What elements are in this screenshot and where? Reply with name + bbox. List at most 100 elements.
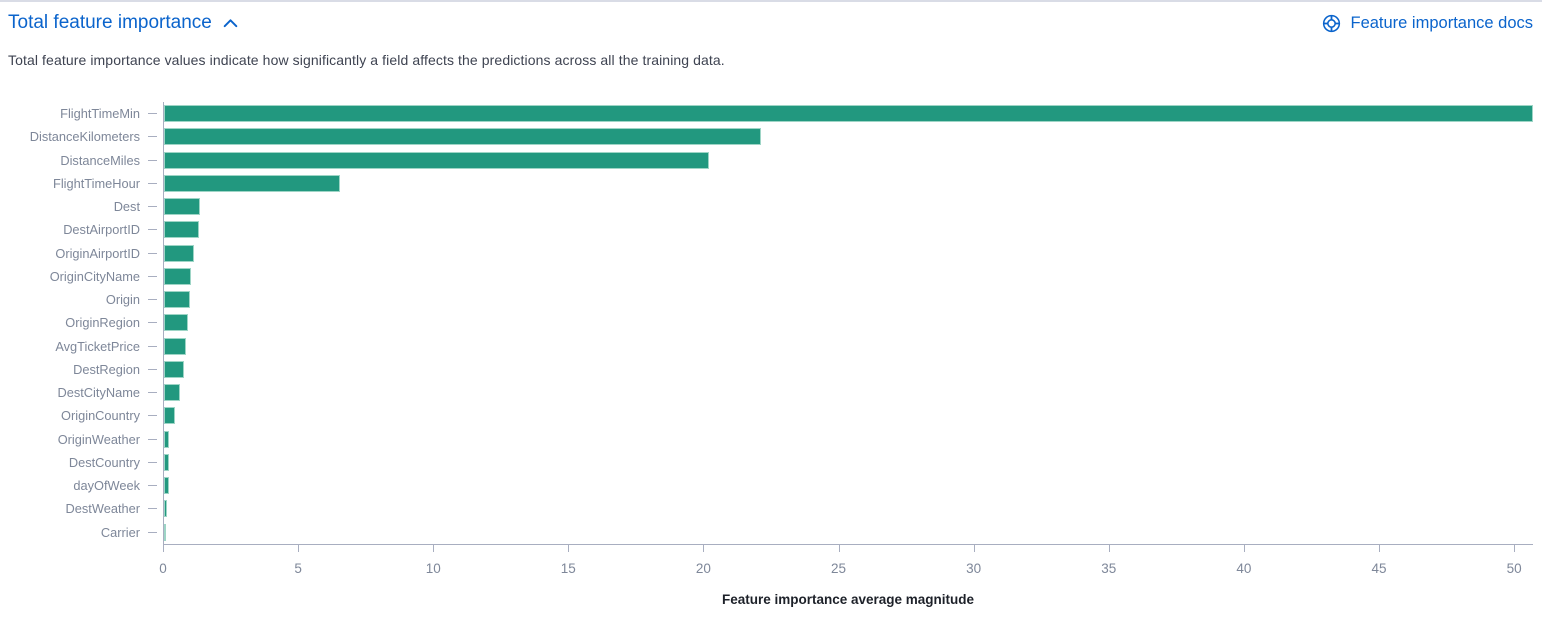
bar <box>164 151 710 169</box>
y-axis-label: DestRegion <box>73 361 140 377</box>
chart-row: FlightTimeHour <box>0 171 1533 195</box>
life-buoy-icon <box>1322 14 1341 33</box>
y-axis-tick <box>140 136 163 138</box>
plot-area-row <box>163 241 1533 265</box>
docs-link[interactable]: Feature importance docs <box>1322 14 1533 33</box>
y-axis-label: OriginCityName <box>49 268 140 284</box>
y-axis-tick <box>140 508 163 510</box>
x-axis-tick-label: 0 <box>159 560 167 576</box>
chart-row: DestCountry <box>0 450 1533 474</box>
x-axis-title: Feature importance average magnitude <box>721 591 975 607</box>
section-header: Total feature importance Feature importa… <box>8 12 1533 34</box>
y-axis-label: OriginWeather <box>57 431 140 447</box>
x-axis-tick <box>433 544 435 552</box>
y-axis-label: DestAirportID <box>63 222 140 238</box>
chart-row: Carrier <box>0 520 1533 544</box>
y-axis-label: Dest <box>113 199 140 215</box>
chart-row: dayOfWeek <box>0 474 1533 498</box>
bar <box>164 360 184 378</box>
y-axis-label: FlightTimeMin <box>60 106 140 122</box>
bar <box>164 430 170 448</box>
y-axis-tick <box>140 531 163 533</box>
chart-row: DistanceMiles <box>0 148 1533 172</box>
bar <box>164 128 761 146</box>
chart-row: DestCityName <box>0 381 1533 405</box>
x-axis: 0 5 10 15 20 25 30 35 40 45 50 <box>159 543 1533 586</box>
y-axis-label: OriginRegion <box>65 315 140 331</box>
y-axis-tick <box>140 159 163 161</box>
plot-area-row <box>163 264 1533 288</box>
chart-row: FlightTimeMin <box>0 102 1533 126</box>
bar <box>164 523 166 541</box>
bar <box>164 267 191 285</box>
x-axis-tick-label: 50 <box>1506 560 1522 576</box>
x-axis-tick <box>703 544 705 552</box>
y-axis-tick <box>140 322 163 324</box>
chart-row: OriginCityName <box>0 264 1533 288</box>
bar <box>164 314 189 332</box>
plot-area-row <box>163 404 1533 428</box>
x-axis-tick <box>298 544 300 552</box>
chart-row: OriginAirportID <box>0 241 1533 265</box>
x-axis-tick-label: 35 <box>1101 560 1117 576</box>
y-axis-tick <box>140 252 163 254</box>
x-axis-tick-label: 25 <box>831 560 847 576</box>
bar <box>164 407 176 425</box>
accordion-toggle[interactable]: Total feature importance <box>8 12 239 34</box>
plot-area-row <box>163 102 1533 126</box>
y-axis-label: DistanceMiles <box>60 152 140 168</box>
y-axis-tick <box>140 206 163 208</box>
bar <box>164 105 1533 123</box>
plot-area-row <box>163 171 1533 195</box>
chart-row: DistanceKilometers <box>0 125 1533 149</box>
y-axis-tick <box>140 392 163 394</box>
y-axis-tick <box>140 299 163 301</box>
x-axis-tick <box>163 544 164 552</box>
section-divider <box>0 0 1542 2</box>
bar <box>164 221 200 239</box>
plot-area-row <box>163 195 1533 219</box>
bar <box>164 453 170 471</box>
plot-area-row <box>163 381 1533 405</box>
y-axis-tick <box>140 415 163 417</box>
x-axis-tick <box>1243 544 1245 552</box>
y-axis-label: Origin <box>105 292 140 308</box>
chart-row: Origin <box>0 288 1533 312</box>
plot-area-row <box>163 357 1533 381</box>
feature-importance-chart: FlightTimeMin DistanceKilometers DistanceM… <box>0 102 1533 607</box>
y-axis-tick <box>140 461 163 463</box>
bar <box>164 500 168 518</box>
chart-row: DestWeather <box>0 497 1533 521</box>
plot-area-row <box>163 497 1533 521</box>
chart-rows: FlightTimeMin DistanceKilometers DistanceM… <box>0 102 1533 544</box>
y-axis-tick <box>140 368 163 370</box>
y-axis-label: AvgTicketPrice <box>55 338 140 354</box>
plot-area-row <box>163 334 1533 358</box>
x-axis-tick <box>1514 544 1516 552</box>
x-axis-tick-label: 45 <box>1371 560 1387 576</box>
y-axis-tick <box>140 438 163 440</box>
x-axis-tick <box>973 544 975 552</box>
x-axis-tick-label: 20 <box>695 560 711 576</box>
y-axis-label: OriginAirportID <box>55 245 140 261</box>
x-axis-tick <box>1108 544 1110 552</box>
x-axis-tick <box>568 544 570 552</box>
chart-row: OriginRegion <box>0 311 1533 335</box>
plot-area-row <box>163 218 1533 242</box>
y-axis-label: DestCountry <box>68 454 140 470</box>
y-axis-label: DistanceKilometers <box>29 129 140 145</box>
x-axis-tick <box>1378 544 1380 552</box>
bar <box>164 384 181 402</box>
chart-row: OriginWeather <box>0 427 1533 451</box>
y-axis-label: dayOfWeek <box>73 478 140 494</box>
y-axis-tick <box>140 113 163 115</box>
x-axis-tick-label: 40 <box>1236 560 1252 576</box>
y-axis-tick <box>140 485 163 487</box>
bar <box>164 477 169 495</box>
bar <box>164 337 187 355</box>
bar <box>164 198 201 216</box>
chart-row: DestAirportID <box>0 218 1533 242</box>
section-description: Total feature importance values indicate… <box>8 52 725 68</box>
chart-row: AvgTicketPrice <box>0 334 1533 358</box>
x-axis-tick <box>838 544 840 552</box>
